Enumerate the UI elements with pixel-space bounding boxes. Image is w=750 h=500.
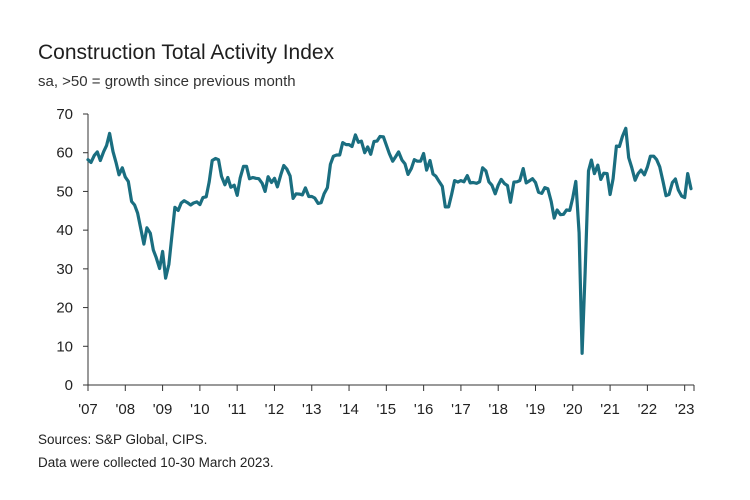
x-tick-label: '15	[377, 401, 397, 418]
x-tick-label: '18	[488, 401, 508, 418]
sources-note: Sources: S&P Global, CIPS.	[38, 432, 208, 447]
x-tick-label: '16	[414, 401, 434, 418]
x-tick-label: '17	[451, 401, 471, 418]
series-line	[86, 126, 693, 355]
x-tick-label: '14	[339, 401, 359, 418]
x-tick-label: '23	[675, 401, 695, 418]
data-collection-note: Data were collected 10-30 March 2023.	[38, 455, 274, 470]
y-tick-label: 20	[56, 300, 73, 317]
y-tick-label: 50	[56, 183, 73, 200]
y-tick-label: 10	[56, 338, 73, 355]
y-tick-label: 60	[56, 145, 73, 162]
x-tick-label: '19	[526, 401, 546, 418]
x-tick-label: '10	[190, 401, 210, 418]
x-tick-label: '07	[78, 401, 98, 418]
x-tick-label: '12	[265, 401, 285, 418]
y-tick-label: 70	[56, 106, 73, 123]
chart-subtitle: sa, >50 = growth since previous month	[38, 73, 296, 90]
x-tick-label: '22	[638, 401, 658, 418]
y-tick-label: 40	[56, 222, 73, 239]
x-tick-label: '08	[116, 401, 136, 418]
x-tick-label: '09	[153, 401, 173, 418]
x-tick-label: '21	[600, 401, 620, 418]
x-tick-label: '13	[302, 401, 322, 418]
x-tick-label: '11	[228, 401, 246, 418]
x-tick-label: '20	[563, 401, 583, 418]
chart-title: Construction Total Activity Index	[38, 41, 335, 64]
y-tick-label: 30	[56, 261, 73, 278]
y-tick-label: 0	[65, 377, 73, 394]
